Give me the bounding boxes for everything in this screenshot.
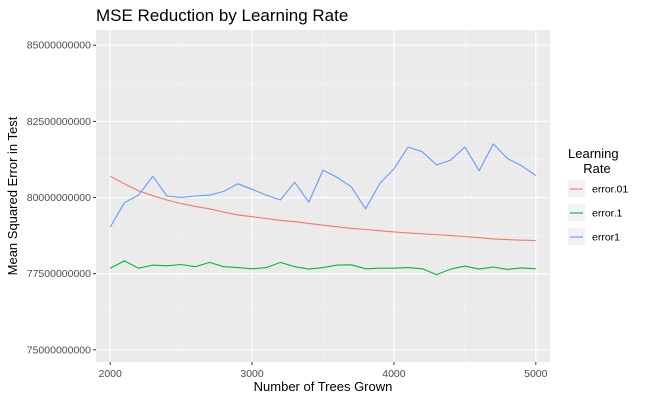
x-tick-label: 2000 xyxy=(99,368,123,380)
series-lines xyxy=(109,143,537,276)
y-tick-label: 77500000000 xyxy=(27,268,91,280)
x-tick-label: 3000 xyxy=(240,368,264,380)
y-tick-label: 82500000000 xyxy=(27,116,91,128)
legend-title-line-2: Rate xyxy=(583,161,610,176)
x-axis: 2000 3000 4000 5000 xyxy=(99,362,548,380)
legend-items: error.01 error.1 error1 xyxy=(568,180,628,245)
series-line-error-1 xyxy=(109,260,536,276)
series-line-error-01 xyxy=(109,175,536,242)
y-tick-label: 85000000000 xyxy=(27,40,91,52)
x-axis-label: Number of Trees Grown xyxy=(254,379,393,394)
series-line-error1 xyxy=(109,143,537,228)
y-tick-label: 75000000000 xyxy=(27,344,91,356)
legend-label: error.01 xyxy=(592,184,628,196)
legend-label: error.1 xyxy=(592,208,623,220)
y-axis-label: Mean Squared Error in Test xyxy=(5,116,20,275)
x-tick-label: 4000 xyxy=(382,368,406,380)
legend-title-line-1: Learning xyxy=(568,146,619,161)
major-gridlines xyxy=(96,30,550,362)
legend-label: error1 xyxy=(592,232,620,244)
y-axis: 75000000000 77500000000 80000000000 8250000… xyxy=(27,40,96,356)
x-tick-label: 5000 xyxy=(524,368,548,380)
y-tick-label: 80000000000 xyxy=(27,192,91,204)
legend: Learning Rate error.01 error.1 error1 xyxy=(568,146,628,245)
chart-title: MSE Reduction by Learning Rate xyxy=(96,6,348,25)
minor-gridlines xyxy=(96,30,550,362)
